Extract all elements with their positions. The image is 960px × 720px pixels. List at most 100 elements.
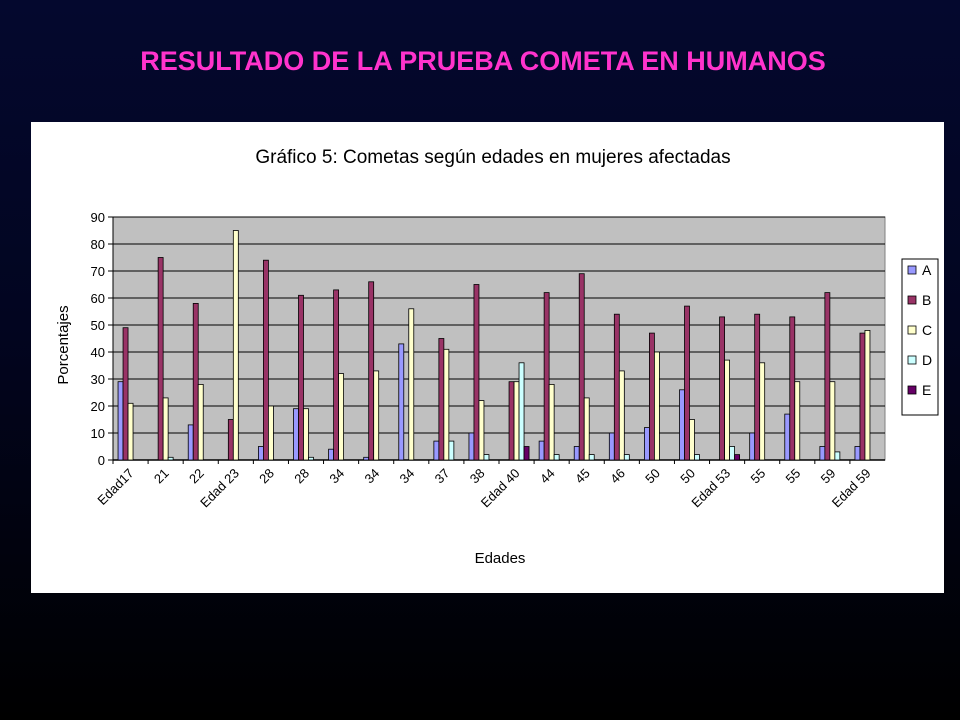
bar-D-13 (588, 454, 595, 461)
chart-panel: Gráfico 5: Cometas según edades en mujer… (31, 122, 944, 593)
bar-A-0 (117, 381, 124, 461)
bar-B-15 (649, 332, 655, 461)
bar-C-17 (724, 359, 730, 461)
x-tick-label: 44 (537, 466, 558, 487)
legend-swatch-C (907, 325, 917, 335)
bar-A-2 (187, 424, 194, 461)
bar-A-8 (398, 343, 405, 461)
bar-D-5 (308, 456, 314, 461)
bar-C-20 (829, 381, 836, 461)
bar-A-19 (784, 413, 791, 461)
bar-B-3 (227, 419, 234, 461)
bar-C-3 (232, 230, 239, 461)
y-tick-label: 90 (91, 210, 105, 225)
bar-C-12 (548, 383, 555, 461)
x-tick-label: 38 (467, 466, 488, 487)
bar-C-18 (759, 362, 766, 461)
bar-B-4 (263, 259, 269, 461)
x-axis-label: Edades (475, 550, 526, 567)
x-tick-label: 46 (607, 466, 628, 487)
x-tick-label: 22 (186, 466, 207, 487)
bar-B-0 (122, 327, 129, 461)
bar-D-20 (834, 451, 841, 461)
bar-C-0 (127, 402, 134, 461)
bar-B-5 (298, 294, 304, 461)
bar-E-17 (734, 454, 740, 461)
y-tick-label: 60 (91, 291, 105, 306)
x-tick-label: 21 (151, 466, 172, 487)
bar-B-10 (473, 284, 480, 461)
legend-label-D: D (922, 352, 932, 368)
bar-C-2 (197, 383, 204, 461)
bar-C-6 (338, 373, 344, 461)
bar-C-9 (443, 348, 450, 461)
bar-A-13 (573, 446, 580, 461)
bar-A-9 (433, 440, 440, 461)
y-axis-label: Porcentajes (55, 305, 72, 384)
bar-B-16 (684, 305, 690, 461)
x-tick-label: 50 (642, 466, 663, 487)
x-tick-label: 28 (291, 466, 312, 487)
bar-C-15 (654, 351, 660, 461)
y-tick-label: 70 (91, 264, 105, 279)
x-tick-label: 34 (397, 466, 418, 487)
bar-B-18 (754, 313, 761, 461)
bar-C-10 (478, 400, 485, 461)
bar-B-13 (578, 273, 585, 461)
legend-box (901, 258, 939, 416)
y-tick-label: 0 (98, 453, 105, 468)
x-tick-label: Edad 59 (829, 466, 874, 511)
legend-label-E: E (922, 382, 931, 398)
bar-B-7 (368, 281, 375, 461)
bar-B-20 (824, 292, 831, 461)
x-tick-label: 34 (361, 466, 382, 487)
bar-C-11 (513, 381, 520, 461)
x-tick-label: Edad 23 (197, 466, 242, 511)
bar-B-19 (789, 316, 796, 461)
legend-swatch-A (907, 265, 917, 275)
bar-B-1 (157, 257, 164, 461)
bar-B-21 (859, 332, 866, 461)
bar-A-6 (328, 448, 334, 461)
bar-A-18 (749, 432, 756, 461)
bar-A-5 (293, 408, 299, 461)
bar-B-12 (543, 292, 550, 461)
bar-B-9 (438, 338, 445, 461)
bar-A-15 (644, 427, 650, 461)
y-tick-label: 50 (91, 318, 105, 333)
x-tick-label: 28 (256, 466, 277, 487)
chart-title: Gráfico 5: Cometas según edades en mujer… (255, 147, 730, 168)
bar-B-17 (719, 316, 725, 461)
bar-D-14 (623, 454, 630, 461)
bar-A-7 (363, 456, 370, 461)
x-tick-label: Edad 53 (688, 466, 733, 511)
legend-label-B: B (922, 292, 931, 308)
bar-C-1 (162, 397, 169, 461)
bar-C-13 (583, 397, 590, 461)
legend-label-C: C (922, 322, 932, 338)
legend-swatch-B (907, 295, 917, 305)
bar-C-19 (794, 381, 801, 461)
bars (117, 230, 871, 461)
x-tick-label: 55 (783, 466, 804, 487)
bar-B-2 (192, 302, 199, 461)
bar-B-14 (613, 313, 620, 461)
bar-chart: Gráfico 5: Cometas según edades en mujer… (55, 147, 939, 567)
bar-A-10 (468, 432, 475, 461)
bar-D-1 (167, 456, 174, 461)
bar-B-6 (333, 289, 339, 461)
legend-swatch-E (907, 385, 917, 395)
bar-E-11 (523, 446, 530, 461)
bar-C-7 (373, 370, 380, 461)
x-tick-label: 50 (677, 466, 698, 487)
bar-C-14 (618, 370, 625, 461)
x-tick-label: 55 (747, 466, 768, 487)
bar-D-11 (518, 362, 525, 461)
y-tick-label: 40 (91, 345, 105, 360)
x-tick-label: 34 (326, 466, 347, 487)
legend-swatch-D (907, 355, 917, 365)
y-tick-label: 80 (91, 237, 105, 252)
bar-C-8 (408, 308, 415, 461)
bar-D-9 (448, 440, 455, 461)
